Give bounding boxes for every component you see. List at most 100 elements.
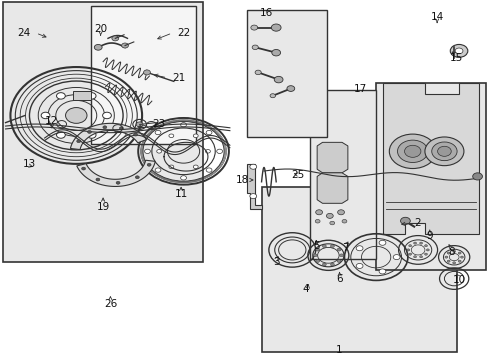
Polygon shape <box>246 164 261 209</box>
Circle shape <box>336 248 340 251</box>
Circle shape <box>424 245 427 247</box>
Circle shape <box>77 140 81 143</box>
Circle shape <box>452 250 455 252</box>
Circle shape <box>144 149 150 153</box>
Circle shape <box>449 44 467 57</box>
Circle shape <box>330 263 334 266</box>
Circle shape <box>41 112 50 119</box>
Polygon shape <box>383 83 478 234</box>
Circle shape <box>119 127 123 130</box>
Circle shape <box>315 220 320 223</box>
Circle shape <box>271 24 281 31</box>
Text: 23: 23 <box>152 120 165 129</box>
Circle shape <box>378 269 385 274</box>
Circle shape <box>315 260 319 262</box>
Circle shape <box>193 165 198 168</box>
Circle shape <box>271 49 280 56</box>
Circle shape <box>431 142 456 161</box>
Text: 16: 16 <box>259 8 272 18</box>
Circle shape <box>65 108 87 123</box>
Circle shape <box>472 173 482 180</box>
Text: 20: 20 <box>94 24 107 35</box>
Bar <box>91 6 195 144</box>
Circle shape <box>94 44 102 50</box>
Circle shape <box>87 93 96 99</box>
Circle shape <box>406 249 409 251</box>
Circle shape <box>460 256 463 258</box>
Circle shape <box>135 176 139 179</box>
Circle shape <box>143 70 150 75</box>
Circle shape <box>206 130 212 135</box>
Bar <box>310 90 375 259</box>
Bar <box>246 10 327 137</box>
Circle shape <box>339 254 343 257</box>
Circle shape <box>408 245 411 247</box>
Text: 24: 24 <box>18 28 31 38</box>
Text: 15: 15 <box>449 53 462 63</box>
Polygon shape <box>77 160 155 186</box>
Circle shape <box>330 245 334 248</box>
Text: 14: 14 <box>429 12 443 22</box>
Circle shape <box>452 262 455 264</box>
Text: 1: 1 <box>336 345 342 355</box>
Circle shape <box>81 167 85 170</box>
Bar <box>3 3 203 262</box>
Text: 2: 2 <box>413 218 420 228</box>
Text: 25: 25 <box>291 170 304 180</box>
Circle shape <box>413 242 416 244</box>
Circle shape <box>193 134 198 138</box>
Text: 4: 4 <box>302 284 308 294</box>
Circle shape <box>102 126 106 129</box>
Circle shape <box>336 260 340 262</box>
Text: 26: 26 <box>103 299 117 309</box>
Text: 8: 8 <box>447 247 454 257</box>
Circle shape <box>157 149 161 153</box>
Circle shape <box>180 123 186 127</box>
Circle shape <box>315 248 319 251</box>
Circle shape <box>57 132 65 138</box>
Text: 13: 13 <box>22 159 36 169</box>
Circle shape <box>313 254 317 257</box>
Bar <box>73 91 91 100</box>
Text: 7: 7 <box>342 243 348 253</box>
Circle shape <box>250 25 257 30</box>
Circle shape <box>269 94 275 98</box>
Circle shape <box>168 165 173 168</box>
Circle shape <box>413 256 416 258</box>
Circle shape <box>249 194 256 199</box>
Circle shape <box>408 253 411 255</box>
Circle shape <box>116 181 120 184</box>
Circle shape <box>96 178 100 181</box>
Circle shape <box>397 140 427 162</box>
Circle shape <box>112 36 119 41</box>
Circle shape <box>57 93 65 99</box>
Circle shape <box>337 210 344 215</box>
Text: 17: 17 <box>353 84 366 94</box>
Circle shape <box>205 149 210 153</box>
Text: 10: 10 <box>451 275 465 285</box>
Circle shape <box>447 260 449 262</box>
Circle shape <box>87 132 96 138</box>
Circle shape <box>378 240 385 245</box>
Circle shape <box>457 252 460 254</box>
Circle shape <box>457 260 460 262</box>
Circle shape <box>136 122 143 127</box>
Polygon shape <box>317 173 347 203</box>
Bar <box>375 83 485 270</box>
Circle shape <box>252 45 258 50</box>
Circle shape <box>87 130 91 133</box>
Circle shape <box>133 133 137 136</box>
Circle shape <box>426 249 428 251</box>
Circle shape <box>424 137 463 166</box>
Circle shape <box>249 164 256 169</box>
Text: 9: 9 <box>426 231 432 240</box>
Text: 3: 3 <box>272 257 279 267</box>
Text: 19: 19 <box>96 202 109 212</box>
Circle shape <box>255 70 261 75</box>
Text: 11: 11 <box>174 189 187 199</box>
Circle shape <box>180 176 186 180</box>
Circle shape <box>419 242 422 244</box>
Circle shape <box>168 134 173 138</box>
Circle shape <box>155 130 161 135</box>
Circle shape <box>419 256 422 258</box>
